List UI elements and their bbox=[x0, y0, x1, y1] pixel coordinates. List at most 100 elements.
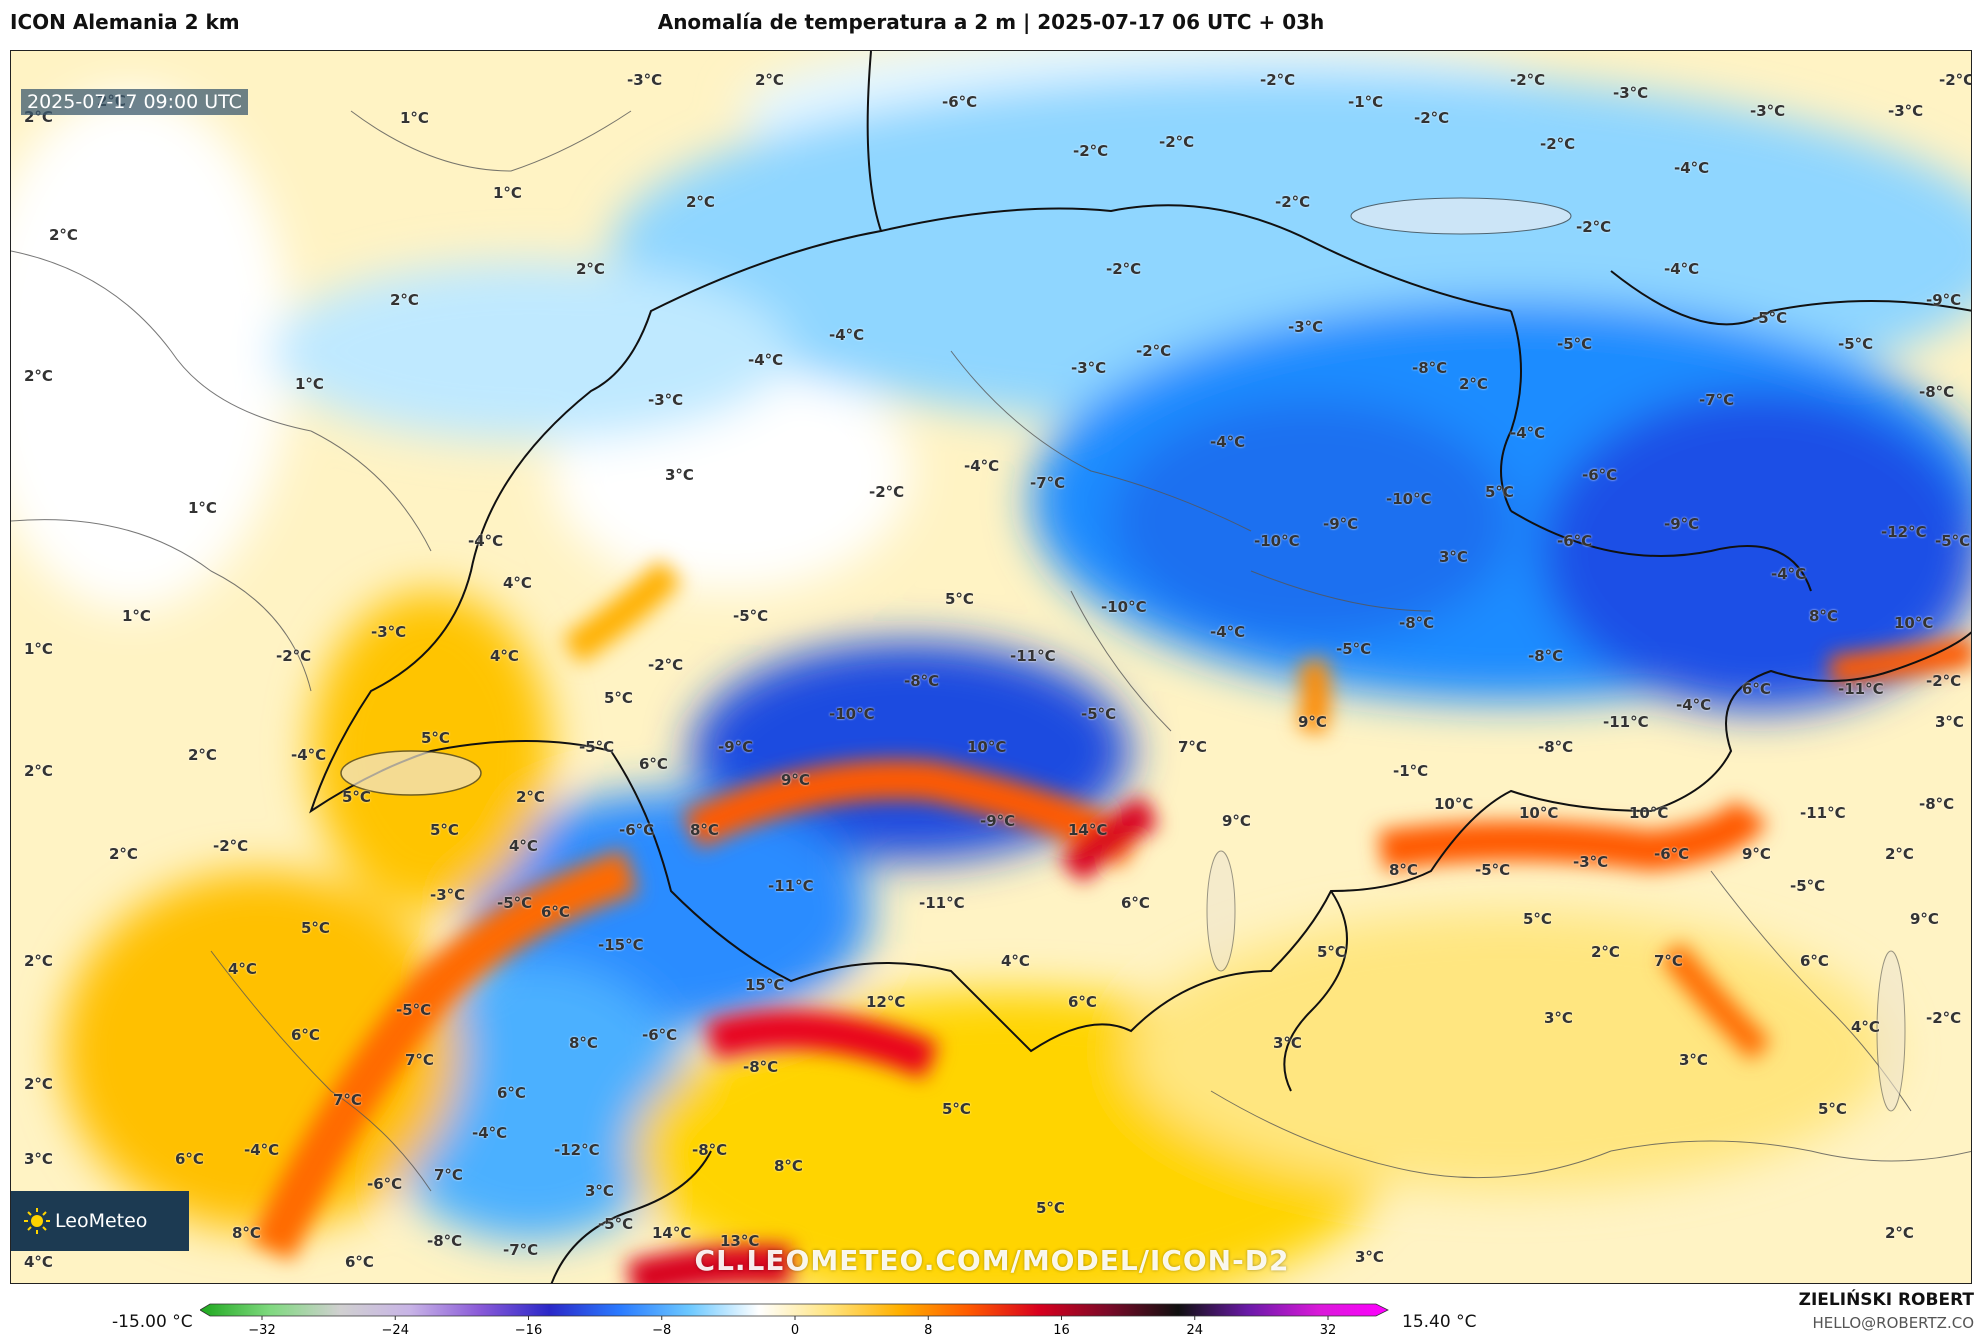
colorbar-tick-label: −24 bbox=[382, 1323, 409, 1338]
temperature-label: 10°C bbox=[1434, 795, 1474, 813]
temperature-label: 1°C bbox=[400, 109, 429, 127]
temperature-label: 3°C bbox=[1679, 1051, 1708, 1069]
temperature-label: -4°C bbox=[964, 457, 1000, 475]
temperature-label: -3°C bbox=[1888, 102, 1924, 120]
temperature-label: 8°C bbox=[569, 1034, 598, 1052]
temperature-label: 2°C bbox=[24, 952, 53, 970]
leometeo-logo: LeoMeteo bbox=[11, 1191, 189, 1251]
temperature-label: 6°C bbox=[1068, 993, 1097, 1011]
temperature-label: -4°C bbox=[244, 1141, 280, 1159]
temperature-label: 6°C bbox=[1800, 952, 1829, 970]
temperature-label: -7°C bbox=[1699, 391, 1735, 409]
temperature-label: -3°C bbox=[430, 886, 466, 904]
colorbar-tick-label: 32 bbox=[1320, 1323, 1337, 1338]
temperature-label: -10°C bbox=[1254, 532, 1300, 550]
temperature-label: 5°C bbox=[301, 919, 330, 937]
colorbar-tick-label: −8 bbox=[652, 1323, 671, 1338]
colorbar-tick-label: 24 bbox=[1186, 1323, 1203, 1338]
temperature-label: -5°C bbox=[1081, 705, 1117, 723]
temperature-label: -6°C bbox=[942, 93, 978, 111]
temperature-label: 2°C bbox=[686, 193, 715, 211]
temperature-label: 5°C bbox=[1523, 910, 1552, 928]
temperature-label: -4°C bbox=[1674, 159, 1710, 177]
temperature-label: 4°C bbox=[503, 574, 532, 592]
temperature-label: 5°C bbox=[945, 590, 974, 608]
temperature-label: 8°C bbox=[1809, 607, 1838, 625]
temperature-label: 5°C bbox=[942, 1100, 971, 1118]
temperature-label: 5°C bbox=[1036, 1199, 1065, 1217]
temperature-label: -5°C bbox=[1752, 309, 1788, 327]
temperature-label: -5°C bbox=[1838, 335, 1874, 353]
temperature-label: -2°C bbox=[1260, 71, 1296, 89]
temperature-label: -11°C bbox=[1838, 680, 1884, 698]
author-name: ZIELIŃSKI ROBERT bbox=[1798, 1290, 1974, 1310]
temperature-label: 15°C bbox=[745, 976, 785, 994]
temperature-label: 9°C bbox=[1910, 910, 1939, 928]
temperature-label: 1°C bbox=[24, 640, 53, 658]
temperature-label: -11°C bbox=[1603, 713, 1649, 731]
temperature-label: 6°C bbox=[541, 903, 570, 921]
temperature-label: 5°C bbox=[1317, 943, 1346, 961]
temperature-label: 4°C bbox=[1001, 952, 1030, 970]
temperature-label: -6°C bbox=[619, 821, 655, 839]
temperature-label: -2°C bbox=[1106, 260, 1142, 278]
colorbar: −32 −24 −16 −8 0 8 16 24 32 bbox=[200, 1303, 1389, 1338]
sun-icon bbox=[24, 1208, 50, 1234]
temperature-label: 2°C bbox=[24, 1075, 53, 1093]
temperature-label: -15°C bbox=[598, 936, 644, 954]
temperature-label: 7°C bbox=[1178, 738, 1207, 756]
temperature-label: -8°C bbox=[1538, 738, 1574, 756]
temperature-label: 4°C bbox=[1851, 1018, 1880, 1036]
temperature-label: 5°C bbox=[421, 729, 450, 747]
author-email: HELLO@ROBERTZ.CO bbox=[1812, 1314, 1974, 1332]
colorbar-tick-label: 8 bbox=[924, 1323, 932, 1338]
temperature-label: -6°C bbox=[1654, 845, 1690, 863]
temperature-label: -2°C bbox=[1510, 71, 1546, 89]
temperature-label: 5°C bbox=[1485, 483, 1514, 501]
temperature-label: -3°C bbox=[1613, 84, 1649, 102]
temperature-label: 6°C bbox=[497, 1084, 526, 1102]
temperature-label: 7°C bbox=[1654, 952, 1683, 970]
temperature-label: 2°C bbox=[516, 788, 545, 806]
temperature-label: -8°C bbox=[692, 1141, 728, 1159]
temperature-label: 7°C bbox=[405, 1051, 434, 1069]
temperature-label: -2°C bbox=[276, 647, 312, 665]
temperature-label: 3°C bbox=[665, 466, 694, 484]
temperature-label: -7°C bbox=[503, 1241, 539, 1259]
temperature-label: 2°C bbox=[576, 260, 605, 278]
temperature-label: 1°C bbox=[188, 499, 217, 517]
temperature-label: -3°C bbox=[1288, 318, 1324, 336]
temperature-label: -8°C bbox=[1412, 359, 1448, 377]
temperature-label: -2°C bbox=[1576, 218, 1612, 236]
temperature-label: -4°C bbox=[1210, 433, 1246, 451]
temperature-label: 3°C bbox=[1935, 713, 1964, 731]
temperature-label: 4°C bbox=[228, 960, 257, 978]
map-area: 2°C -3°C 2°C -6°C -2°C -1°C -2°C -3°C -3°C -3°C -2… bbox=[10, 50, 1972, 1284]
temperature-label: -2°C bbox=[1540, 135, 1576, 153]
temperature-label: -4°C bbox=[1510, 424, 1546, 442]
temperature-label: -11°C bbox=[1010, 647, 1056, 665]
watermark-url: CL.LEOMETEO.COM/MODEL/ICON-D2 bbox=[694, 1244, 1290, 1277]
temperature-label: 5°C bbox=[604, 689, 633, 707]
temperature-label: -6°C bbox=[1557, 532, 1593, 550]
temperature-label: 9°C bbox=[1222, 812, 1251, 830]
colorbar-tick-label: −16 bbox=[515, 1323, 542, 1338]
temperature-label: 1°C bbox=[295, 375, 324, 393]
temperature-label: -2°C bbox=[1159, 133, 1195, 151]
temperature-label: -2°C bbox=[213, 837, 249, 855]
valid-time-badge: 2025-07-17 09:00 UTC bbox=[21, 89, 248, 115]
temperature-label: -8°C bbox=[1399, 614, 1435, 632]
temperature-label: 5°C bbox=[342, 788, 371, 806]
temperature-label: 7°C bbox=[333, 1091, 362, 1109]
temperature-label: -2°C bbox=[1926, 1009, 1962, 1027]
temperature-label: -8°C bbox=[1919, 795, 1955, 813]
temperature-label: -2°C bbox=[1926, 672, 1962, 690]
temperature-label: -8°C bbox=[427, 1232, 463, 1250]
temperature-label: 3°C bbox=[24, 1150, 53, 1168]
temperature-label: -2°C bbox=[648, 656, 684, 674]
temperature-label: -3°C bbox=[648, 391, 684, 409]
temperature-label: -5°C bbox=[733, 607, 769, 625]
temperature-label: -9°C bbox=[1323, 515, 1359, 533]
colorbar-tick-label: −32 bbox=[248, 1323, 275, 1338]
temperature-label: 2°C bbox=[1591, 943, 1620, 961]
